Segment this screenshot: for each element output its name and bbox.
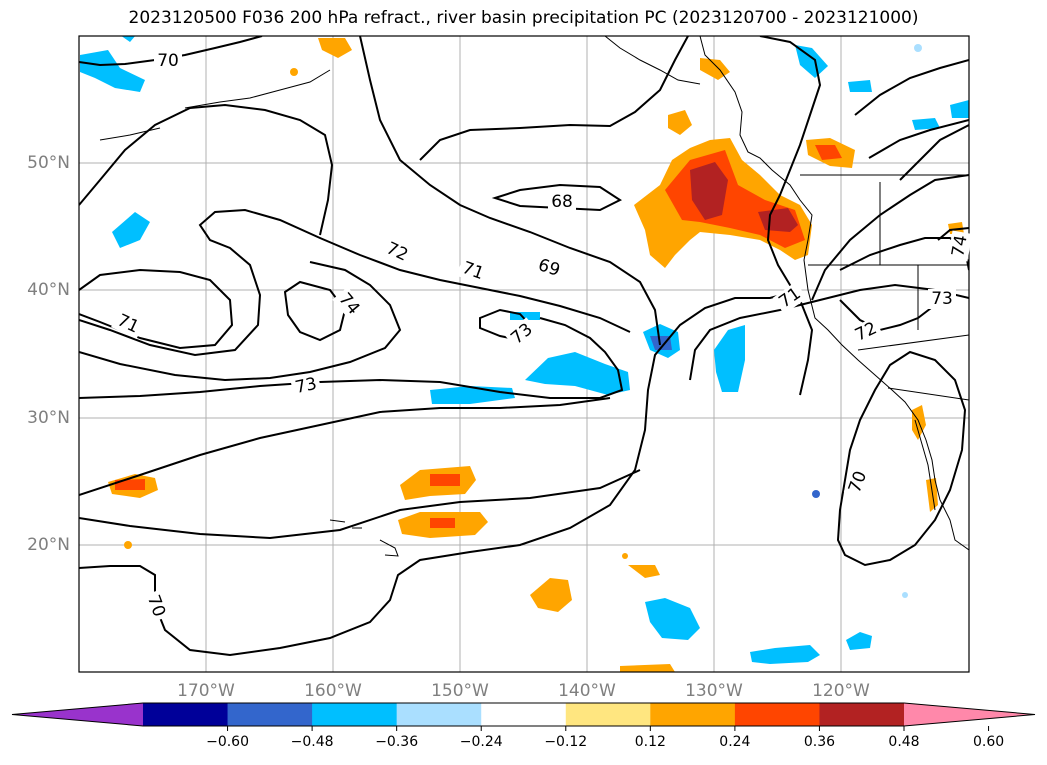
colorbar-tick-label: 0.12: [635, 734, 666, 750]
negative-anomaly-shading: [80, 36, 969, 664]
map-frame: [78, 35, 970, 673]
lat-label-30n: 30°N: [27, 408, 70, 428]
lat-label-20n: 20°N: [27, 535, 70, 555]
colorbar-tick-label: −0.60: [206, 734, 249, 750]
map-background: [79, 36, 969, 672]
lon-label-140w: 140°W: [558, 681, 616, 701]
colorbar-tick-label: −0.24: [460, 734, 503, 750]
lat-label-50n: 50°N: [27, 153, 70, 173]
colorbar-tick-label: 0.60: [973, 734, 1004, 750]
colorbar-segment: [143, 703, 229, 726]
colorbar-tick-label: 0.24: [719, 734, 750, 750]
lon-label-170w: 170°W: [177, 681, 235, 701]
contour-labels: 70 68 72 71 69 74 71 73 73 72 71 73 74 7…: [111, 51, 973, 623]
colorbar: −0.60 −0.48 −0.36 −0.24 −0.12 0.12 0.24 0.36 0.4…: [11, 702, 1036, 750]
colorbar-tick-label: −0.12: [544, 734, 587, 750]
colorbar-tick-label: −0.36: [375, 734, 418, 750]
colorbar-tick-label: −0.48: [291, 734, 334, 750]
contour-label: 68: [551, 192, 573, 212]
contour-label: 74: [948, 234, 971, 259]
colorbar-extend-high: [904, 703, 1035, 726]
colorbar-segment: [565, 703, 651, 726]
colorbar-extend-low: [12, 703, 143, 726]
contour-label: 70: [157, 51, 179, 71]
colorbar-tick-label: 0.36: [804, 734, 835, 750]
colorbar-segment: [481, 703, 567, 726]
contour-label: 73: [293, 374, 318, 398]
lon-label-150w: 150°W: [431, 681, 489, 701]
latitude-labels: 50°N 40°N 30°N 20°N: [27, 153, 70, 555]
colorbar-tick-label: 0.48: [888, 734, 919, 750]
colorbar-segment: [396, 703, 482, 726]
colorbar-outline: [11, 702, 1036, 727]
colorbar-segment: [819, 703, 905, 726]
colorbar-segment: [650, 703, 736, 726]
lon-label-160w: 160°W: [304, 681, 362, 701]
longitude-labels: 170°W 160°W 150°W 140°W 130°W 120°W: [177, 681, 870, 701]
refractivity-contours: [79, 36, 969, 657]
coastlines: [99, 36, 969, 557]
map-title: 2023120500 F036 200 hPa refract., river …: [128, 8, 919, 28]
lon-label-130w: 130°W: [685, 681, 743, 701]
lon-label-120w: 120°W: [812, 681, 870, 701]
lat-label-40n: 40°N: [27, 280, 70, 300]
colorbar-segment: [312, 703, 398, 726]
colorbar-segment: [734, 703, 820, 726]
colorbar-segment: [227, 703, 313, 726]
contour-label: 73: [931, 289, 953, 309]
